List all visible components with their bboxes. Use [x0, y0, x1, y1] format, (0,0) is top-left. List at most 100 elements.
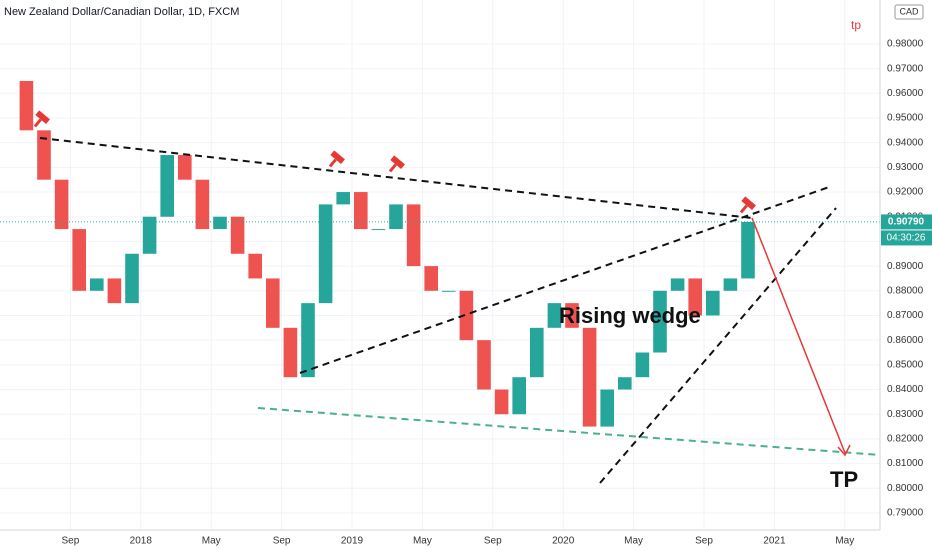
y-tick-label: 0.87000 — [887, 310, 924, 321]
target-label: TP — [830, 467, 858, 492]
hammer-icon — [328, 150, 345, 168]
target-arrow — [751, 217, 846, 454]
candle — [301, 303, 315, 378]
candle — [688, 278, 702, 316]
candle — [72, 229, 86, 291]
candle — [178, 155, 192, 180]
candle — [512, 377, 526, 415]
candle — [530, 327, 544, 378]
pattern-label: Rising wedge — [559, 303, 701, 328]
y-tick-label: 0.80000 — [887, 483, 924, 494]
y-tick-label: 0.89000 — [887, 261, 924, 272]
drawings — [39, 137, 881, 484]
y-tick-label: 0.88000 — [887, 285, 924, 296]
candle — [248, 253, 262, 279]
candle — [741, 221, 755, 279]
candle — [565, 303, 579, 328]
candle — [354, 192, 368, 230]
x-tick-label: May — [624, 536, 643, 547]
x-tick-label: May — [835, 536, 854, 547]
x-tick-label: May — [413, 536, 432, 547]
wedge-lower-line — [599, 207, 837, 484]
candle — [706, 290, 720, 316]
markers — [33, 110, 756, 214]
wedge-upper-line — [299, 185, 833, 374]
hammer-icon — [33, 110, 50, 128]
candle — [477, 340, 491, 390]
tp-label: tp — [851, 18, 861, 32]
x-tick-label: Sep — [695, 536, 713, 547]
candle — [424, 266, 438, 291]
countdown-label: 04:30:26 — [887, 233, 926, 244]
y-tick-label: 0.84000 — [887, 384, 924, 395]
y-tick-label: 0.79000 — [887, 508, 924, 519]
y-tick-label: 0.83000 — [887, 409, 924, 420]
currency-badge — [894, 4, 924, 20]
arrow-head — [837, 444, 851, 457]
candles — [19, 80, 755, 427]
y-tick-label: 0.96000 — [887, 88, 924, 99]
countdown-box — [881, 230, 932, 246]
candle — [90, 278, 104, 291]
time-axis — [0, 530, 932, 550]
y-tick-label: 0.92000 — [887, 187, 924, 198]
y-tick-label: 0.95000 — [887, 113, 924, 124]
candle — [635, 352, 650, 378]
candle — [670, 278, 685, 291]
currency-label: CAD — [899, 6, 919, 16]
candle — [266, 278, 280, 328]
candle — [107, 278, 122, 304]
candle — [600, 389, 614, 427]
last-price-box — [881, 214, 932, 230]
candle — [336, 192, 350, 205]
candle — [723, 278, 738, 291]
x-tick-label: 2018 — [130, 536, 153, 547]
candle — [125, 253, 139, 304]
candle — [494, 389, 509, 415]
chart-title: New Zealand Dollar/Canadian Dollar, 1D, … — [4, 6, 239, 18]
y-tick-label: 0.97000 — [887, 63, 924, 74]
candle — [318, 204, 333, 304]
hammer-icon — [388, 155, 405, 173]
candle — [213, 216, 227, 230]
candle — [618, 377, 632, 390]
x-tick-label: 2020 — [552, 536, 575, 547]
candle — [389, 204, 403, 230]
y-tick-label: 0.98000 — [887, 39, 924, 50]
x-tick-label: Sep — [484, 536, 502, 547]
price-axis — [880, 0, 932, 530]
x-tick-label: 2021 — [763, 536, 786, 547]
support-line — [257, 407, 881, 456]
y-tick-label: 0.93000 — [887, 162, 924, 173]
x-tick-label: May — [202, 536, 221, 547]
candle — [195, 179, 210, 230]
candle — [371, 229, 386, 231]
y-tick-label: 0.94000 — [887, 137, 924, 148]
hammer-icon — [739, 196, 756, 214]
candle — [582, 327, 597, 427]
candle — [406, 204, 421, 267]
candle — [459, 290, 474, 341]
x-tick-label: Sep — [62, 536, 80, 547]
y-tick-label: 0.82000 — [887, 434, 924, 445]
candle — [37, 130, 51, 180]
x-tick-label: 2019 — [341, 536, 364, 547]
candle — [283, 327, 298, 378]
candle — [230, 216, 245, 254]
y-tick-label: 0.81000 — [887, 458, 924, 469]
candle — [54, 179, 69, 230]
y-tick-label: 0.85000 — [887, 359, 924, 370]
candle — [547, 303, 562, 328]
candle — [653, 290, 667, 353]
candle — [160, 155, 174, 217]
candle — [142, 216, 157, 254]
y-tick-label: 0.86000 — [887, 335, 924, 346]
axes: 0.79000 0.80000 0.81000 0.82000 0.83000 0.840… — [62, 39, 924, 547]
x-tick-label: Sep — [273, 536, 291, 547]
candle — [442, 290, 456, 292]
last-price-label: 0.90790 — [888, 217, 925, 228]
candle — [19, 80, 34, 131]
